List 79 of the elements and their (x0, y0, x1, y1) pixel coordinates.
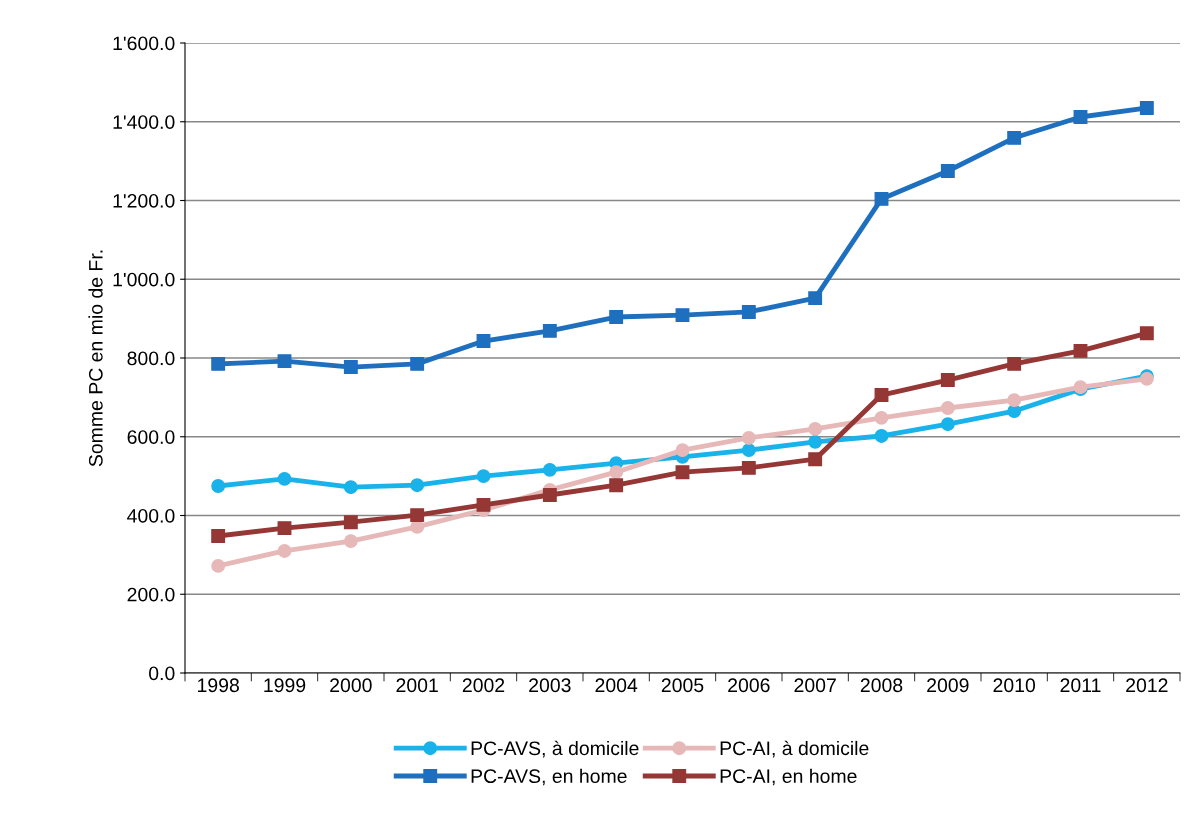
point (675, 308, 690, 323)
point (1139, 326, 1154, 341)
point (410, 508, 425, 523)
point (410, 478, 425, 493)
point (675, 465, 690, 480)
point (940, 164, 955, 178)
point (940, 373, 955, 387)
point (940, 401, 955, 415)
x-tick-label: 2001 (396, 678, 438, 693)
point (542, 488, 557, 502)
x-tick-label: 1998 (198, 678, 239, 693)
point (211, 558, 226, 573)
point (741, 430, 756, 445)
x-tick-label: 2003 (529, 678, 571, 693)
y-tick-label: 1'400.0 (113, 115, 175, 129)
point (211, 479, 226, 493)
point (808, 291, 823, 306)
point (277, 354, 292, 369)
point (808, 421, 823, 436)
point (1073, 110, 1088, 124)
legend-label: PC-AVS, à domicile (471, 740, 639, 758)
x-tick-label: 2009 (927, 678, 969, 693)
point (609, 478, 624, 493)
x-tick-label: 2012 (1126, 678, 1168, 693)
point (211, 356, 226, 371)
point (609, 465, 624, 480)
point (808, 434, 823, 449)
point (874, 410, 889, 425)
x-tick-label: 2011 (1060, 678, 1101, 693)
y-tick-label: 200.0 (127, 587, 175, 602)
y-tick-label: 800.0 (127, 351, 175, 366)
x-tick-label: 2010 (993, 678, 1036, 693)
x-tick-label: 2008 (860, 678, 903, 693)
point (1073, 343, 1088, 358)
point (1139, 101, 1154, 115)
legend-label: PC-AI, en home (720, 768, 857, 786)
x-tick-label: 2004 (595, 678, 638, 693)
point (343, 515, 358, 530)
legend-label: PC-AI, à domicile (720, 740, 869, 758)
y-tick-label: 600.0 (127, 430, 175, 444)
point (741, 460, 756, 475)
y-tick-label: 400.0 (127, 508, 175, 523)
x-tick-label: 2007 (794, 678, 836, 693)
legend-label: PC-AVS, en home (471, 768, 627, 786)
point (410, 356, 425, 371)
y-axis-title: Somme PC en mio de Fr. (88, 250, 103, 467)
point (277, 543, 292, 558)
point (741, 304, 756, 319)
point (343, 480, 358, 495)
point (277, 521, 292, 536)
point (542, 462, 557, 477)
point (1007, 356, 1022, 371)
y-tick-label: 1'600.0 (113, 36, 175, 51)
point (343, 360, 358, 375)
point (609, 310, 624, 324)
point (211, 529, 226, 543)
point (1007, 393, 1022, 408)
y-tick-label: 0.0 (149, 666, 175, 681)
x-tick-label: 2000 (330, 678, 372, 693)
point (808, 452, 823, 467)
point (476, 469, 491, 484)
point (542, 323, 557, 338)
y-tick-label: 1'000.0 (113, 272, 175, 287)
point (277, 471, 292, 486)
point (476, 334, 491, 349)
x-tick-label: 2005 (661, 678, 704, 693)
point (1007, 130, 1022, 145)
x-tick-label: 2006 (728, 678, 770, 693)
x-tick-label: 1999 (264, 678, 306, 693)
point (675, 443, 690, 458)
point (343, 534, 358, 549)
y-tick-label: 1'200.0 (113, 193, 175, 208)
point (940, 417, 955, 432)
x-tick-label: 2002 (462, 678, 505, 693)
point (874, 388, 889, 402)
point (741, 443, 756, 458)
point (476, 497, 491, 512)
point (874, 191, 889, 206)
point (874, 429, 889, 443)
